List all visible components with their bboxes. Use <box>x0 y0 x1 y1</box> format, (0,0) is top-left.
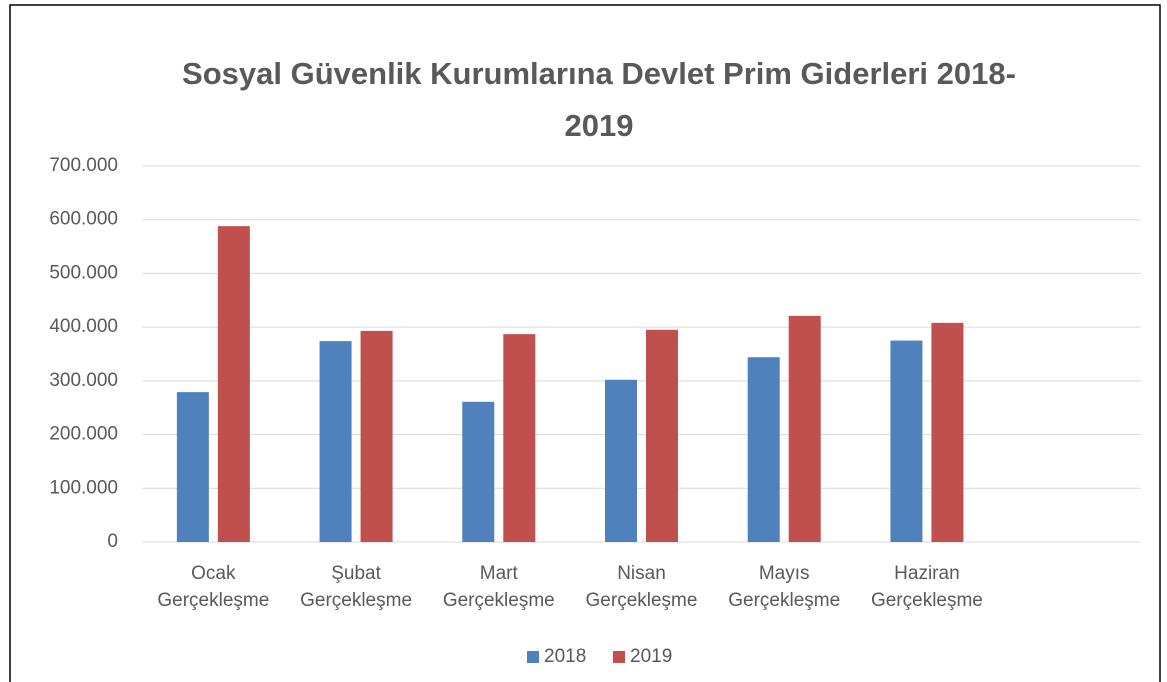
bar <box>360 330 393 542</box>
legend-swatch <box>613 651 625 663</box>
bar <box>319 341 352 542</box>
chart-border <box>9 4 1161 682</box>
bar <box>788 315 821 542</box>
y-tick-label: 100.000 <box>49 477 118 498</box>
x-tick-label: Haziran Gerçekleşme <box>870 563 983 611</box>
bar <box>462 401 495 542</box>
y-tick-label: 300.000 <box>49 370 118 391</box>
x-tick-label: Mayıs Gerçekleşme <box>728 563 841 611</box>
chart-title: Sosyal Güvenlik Kurumlarına Devlet Prim … <box>182 56 1016 143</box>
y-tick-label: 400.000 <box>49 316 118 337</box>
x-tick-label: Mart Gerçekleşme <box>442 563 555 611</box>
bar <box>931 322 964 542</box>
y-tick-label: 600.000 <box>49 209 118 230</box>
bar <box>646 329 678 542</box>
x-tick-label: Nisan Gerçekleşme <box>585 563 698 611</box>
bar <box>217 226 250 542</box>
bar <box>747 357 780 542</box>
bar <box>890 340 923 542</box>
y-tick-label: 0 <box>107 531 118 552</box>
bar <box>605 379 637 542</box>
bar <box>503 334 536 542</box>
y-tick-label: 200.000 <box>49 424 118 445</box>
x-tick-label: Ocak Gerçekleşme <box>157 563 270 611</box>
x-tick-label: Şubat Gerçekleşme <box>300 563 413 611</box>
bar <box>176 392 209 542</box>
legend-label: 2019 <box>630 646 672 667</box>
legend-label: 2018 <box>544 646 586 667</box>
y-tick-label: 500.000 <box>49 262 118 283</box>
legend-swatch <box>527 651 539 663</box>
y-tick-label: 700.000 <box>49 155 118 176</box>
